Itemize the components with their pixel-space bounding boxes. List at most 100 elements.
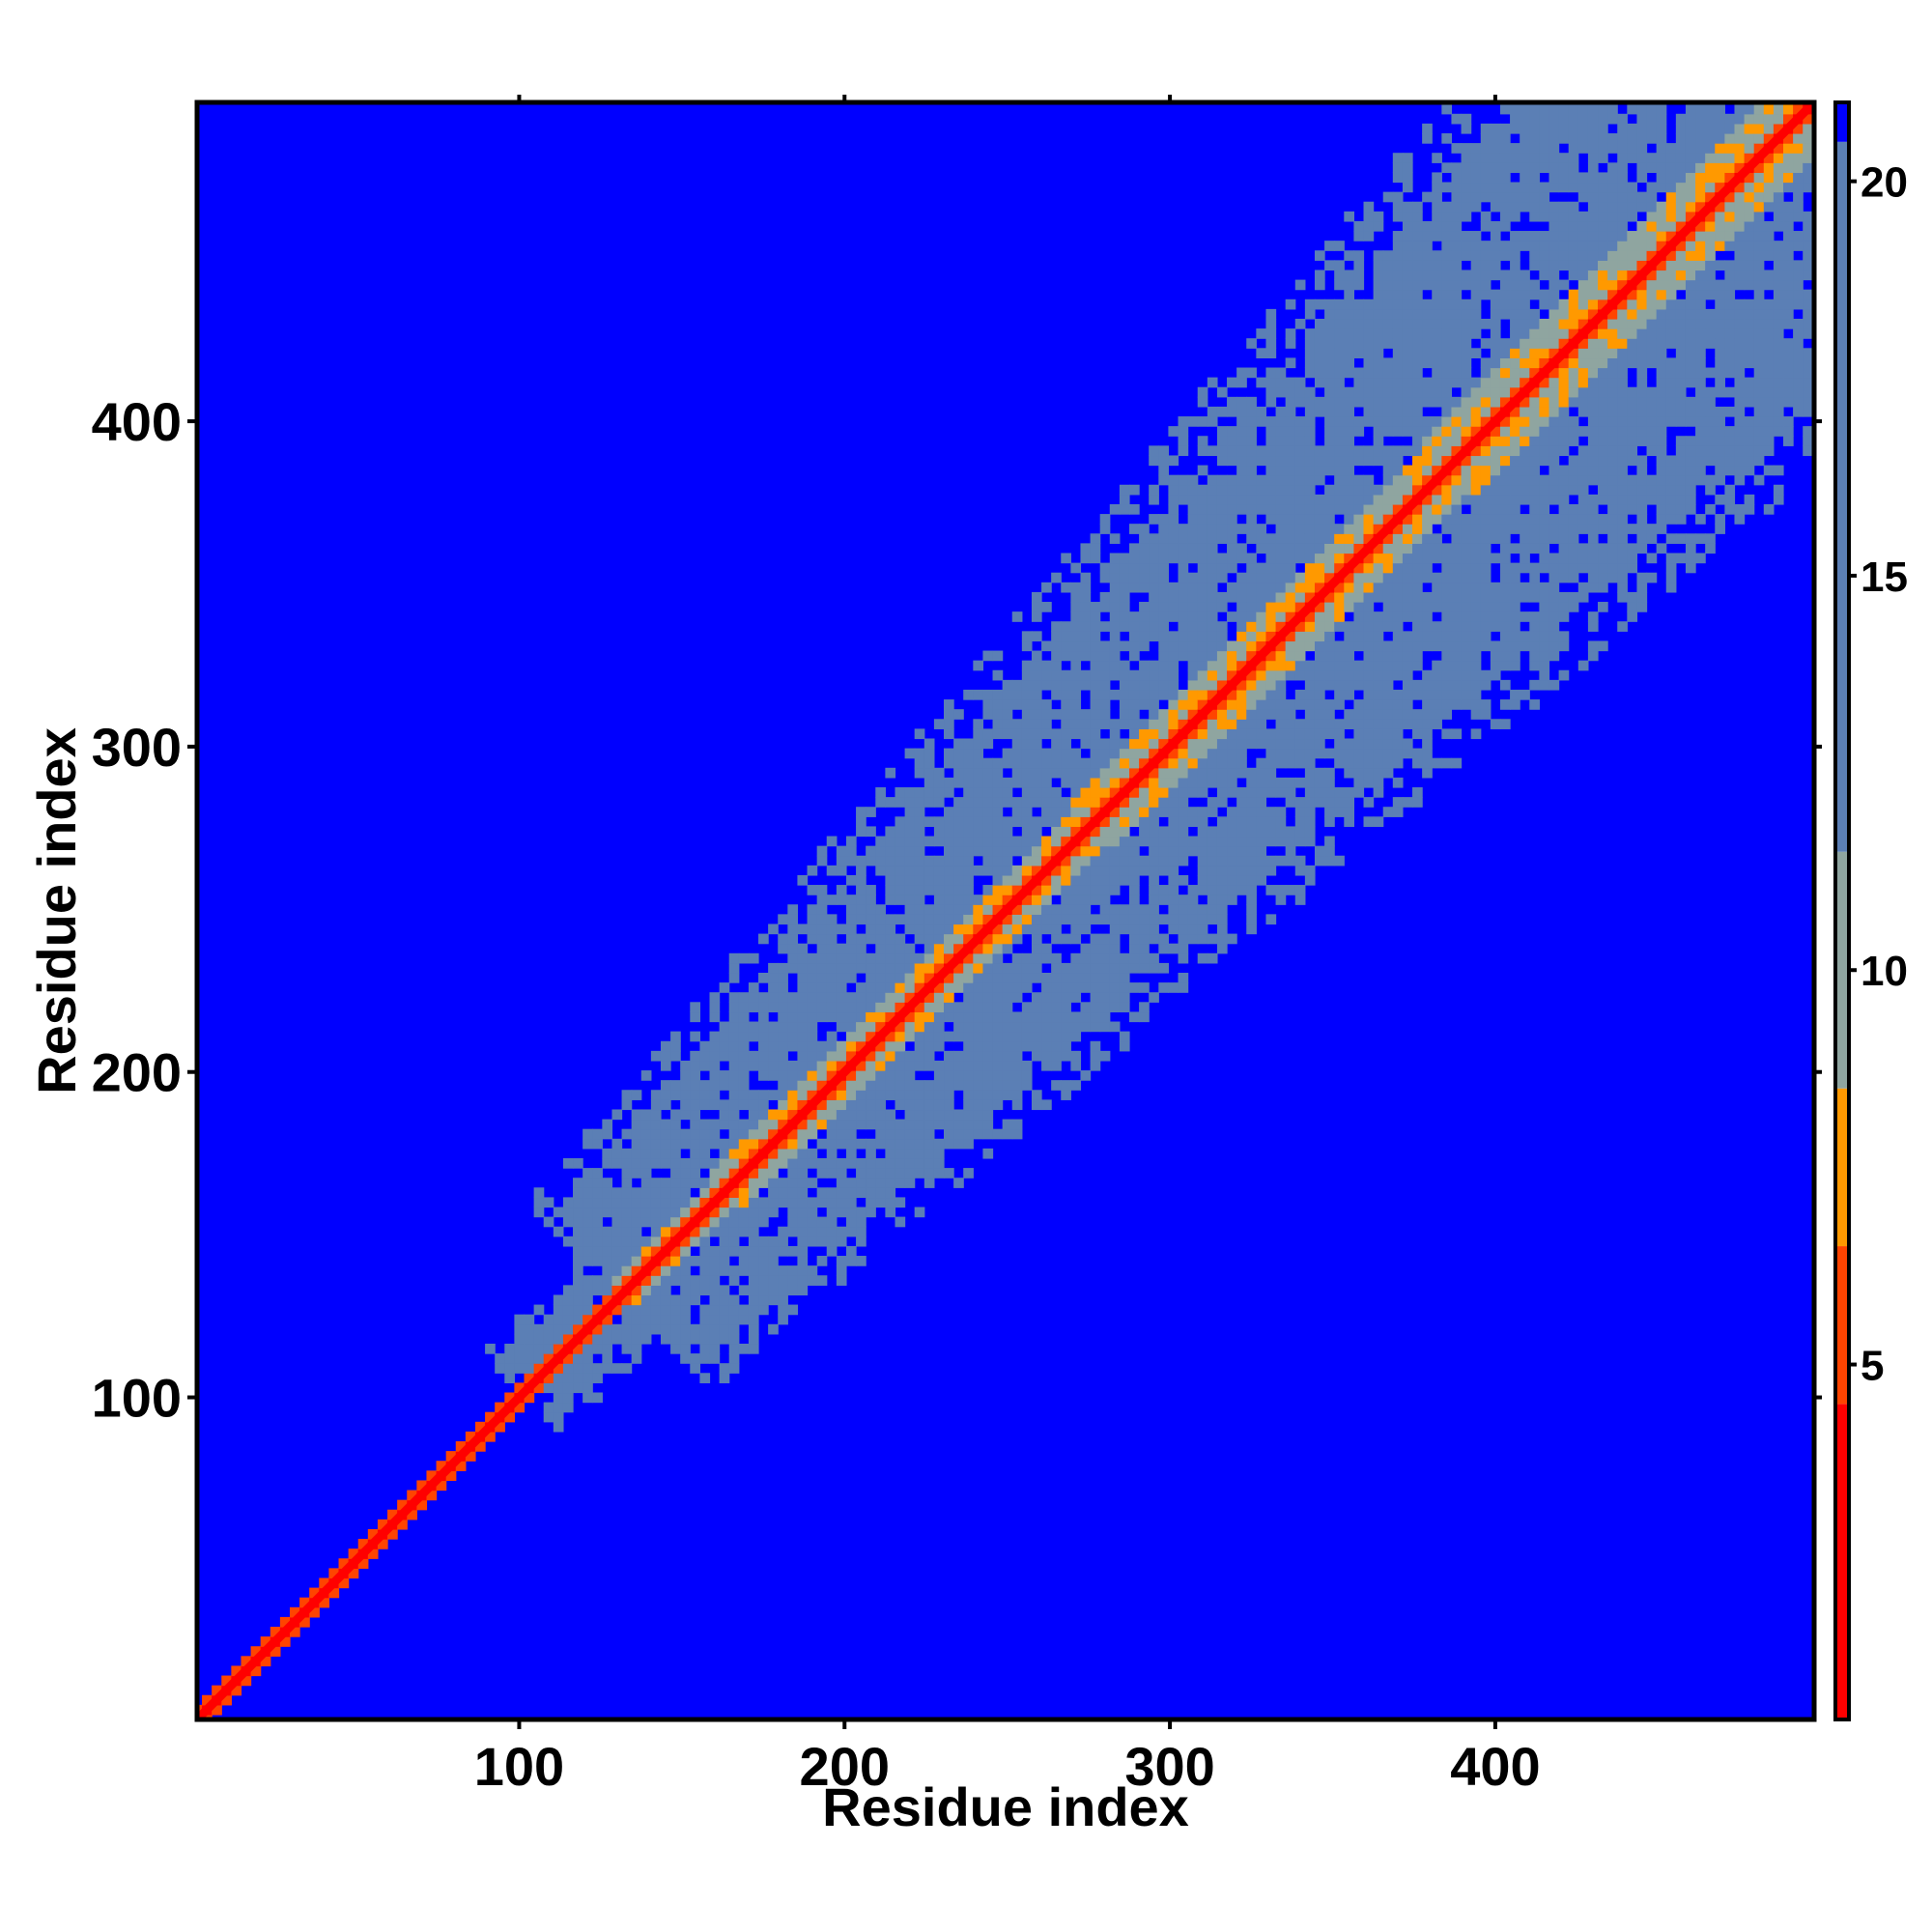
heatmap-cell <box>1520 533 1530 544</box>
heatmap-cell <box>1499 279 1511 291</box>
heatmap-cell <box>953 748 964 759</box>
heatmap-cell <box>1363 484 1375 496</box>
heatmap-cell <box>807 1265 818 1276</box>
heatmap-cell <box>1402 602 1413 612</box>
heatmap-cell <box>650 1323 662 1335</box>
heatmap-cell <box>1344 543 1354 554</box>
heatmap-cell <box>1090 719 1101 729</box>
heatmap-cell <box>1451 474 1463 486</box>
heatmap-cell <box>1470 250 1482 261</box>
heatmap-cell <box>895 1002 906 1013</box>
heatmap-cell <box>1197 640 1208 652</box>
heatmap-cell <box>1461 298 1472 310</box>
heatmap-cell <box>914 1011 925 1023</box>
heatmap-cell <box>1461 328 1472 339</box>
heatmap-cell <box>1529 338 1540 349</box>
heatmap-cell <box>1090 885 1101 895</box>
heatmap-cell <box>1451 591 1463 603</box>
heatmap-cell <box>1021 699 1033 710</box>
heatmap-cell <box>1070 895 1082 905</box>
heatmap-cell <box>1324 572 1335 583</box>
heatmap-cell <box>1539 426 1550 437</box>
heatmap-cell <box>1392 719 1404 729</box>
heatmap-cell <box>680 1187 691 1199</box>
heatmap-cell <box>1636 172 1648 184</box>
heatmap-cell <box>1324 377 1335 388</box>
heatmap-cell <box>640 1323 652 1335</box>
heatmap-cell <box>845 1207 857 1218</box>
heatmap-cell <box>1520 298 1530 310</box>
heatmap-cell <box>1197 836 1208 847</box>
heatmap-cell <box>748 1236 759 1247</box>
heatmap-cell <box>1520 631 1530 642</box>
heatmap-cell <box>719 1099 730 1111</box>
heatmap-cell <box>1197 689 1208 700</box>
heatmap-cell <box>1207 855 1218 867</box>
heatmap-cell <box>1168 914 1179 925</box>
heatmap-cell <box>1021 836 1033 847</box>
heatmap-cell <box>1568 484 1579 496</box>
heatmap-cell <box>524 1333 535 1345</box>
heatmap-cell <box>1510 611 1520 622</box>
heatmap-cell <box>1324 465 1335 476</box>
heatmap-cell <box>1139 757 1150 769</box>
heatmap-cell <box>923 836 935 847</box>
heatmap-cell <box>1470 709 1482 720</box>
heatmap-cell <box>1412 436 1423 446</box>
heatmap-cell <box>816 1011 828 1023</box>
heatmap-cell <box>963 874 974 886</box>
heatmap-cell <box>1128 943 1140 954</box>
heatmap-cell <box>1265 777 1277 788</box>
heatmap-cell <box>1246 719 1257 729</box>
heatmap-cell <box>1256 669 1267 681</box>
heatmap-cell <box>514 1363 526 1374</box>
heatmap-cell <box>738 1343 750 1354</box>
heatmap-cell <box>1178 933 1189 945</box>
heatmap-cell <box>1168 836 1179 847</box>
heatmap-cell <box>1577 220 1589 232</box>
heatmap-cell <box>1090 1011 1101 1023</box>
heatmap-cell <box>1607 328 1618 339</box>
heatmap-cell <box>1548 211 1560 222</box>
heatmap-cell <box>533 1353 545 1364</box>
heatmap-cell <box>1490 640 1501 652</box>
heatmap-cell <box>611 1187 623 1199</box>
heatmap-cell <box>1598 602 1608 612</box>
heatmap-cell <box>1061 679 1071 691</box>
heatmap-cell <box>1080 1021 1092 1033</box>
heatmap-cell <box>1031 943 1042 954</box>
heatmap-cell <box>1090 807 1101 817</box>
heatmap-cell <box>748 1119 759 1130</box>
heatmap-cell <box>1402 474 1413 486</box>
heatmap-cell <box>1197 748 1208 759</box>
heatmap-cell <box>866 855 876 867</box>
heatmap-cell <box>797 1040 809 1052</box>
heatmap-cell <box>885 992 896 1003</box>
heatmap-cell <box>1158 787 1170 798</box>
heatmap-cell <box>768 1207 779 1218</box>
heatmap-cell <box>1558 338 1570 349</box>
heatmap-cell <box>699 1178 711 1188</box>
heatmap-cell <box>923 1168 935 1179</box>
heatmap-cell <box>1392 318 1404 329</box>
heatmap-cell <box>836 845 847 857</box>
heatmap-cell <box>1490 348 1501 359</box>
heatmap-cell <box>1070 748 1082 759</box>
heatmap-cell <box>1529 250 1540 261</box>
heatmap-cell <box>202 1694 213 1706</box>
heatmap-cell <box>660 1265 671 1276</box>
heatmap-cell <box>202 1714 213 1719</box>
heatmap-cell <box>875 1011 886 1023</box>
heatmap-cell <box>1256 494 1267 505</box>
heatmap-cell <box>1246 699 1257 710</box>
heatmap-cell <box>1510 143 1520 154</box>
heatmap-cell <box>1529 386 1540 398</box>
heatmap-cell <box>816 1070 828 1081</box>
heatmap-cell <box>1373 494 1384 505</box>
heatmap-cell <box>1021 669 1033 681</box>
heatmap-cell <box>1558 406 1570 417</box>
heatmap-cell <box>1617 231 1628 242</box>
heatmap-cell <box>944 826 954 838</box>
heatmap-cell <box>904 982 916 993</box>
heatmap-cell <box>1617 514 1628 525</box>
